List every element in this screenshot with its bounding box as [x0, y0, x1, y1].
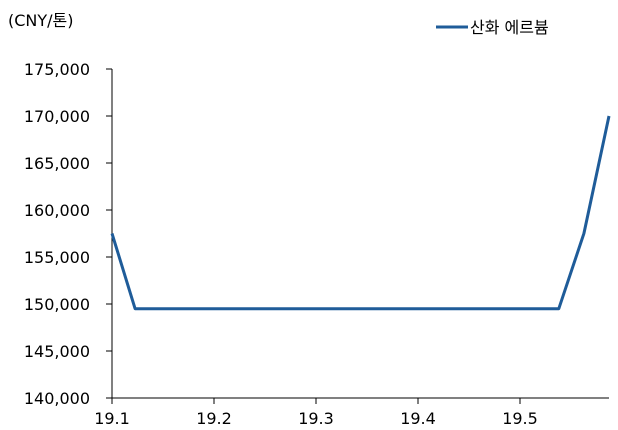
- legend-label: 산화 에르븀: [470, 18, 549, 37]
- y-tick-label: 160,000: [24, 201, 90, 220]
- y-tick-label: 155,000: [24, 248, 90, 267]
- plot-area: [110, 115, 611, 311]
- y-tick-label: 145,000: [24, 342, 90, 361]
- y-tick-label: 165,000: [24, 154, 90, 173]
- x-tick-label: 19.5: [502, 409, 538, 428]
- y-axis: 140,000 145,000 150,000 155,000 160,000 165,0…: [24, 60, 113, 408]
- x-tick-label: 19.4: [400, 409, 436, 428]
- x-tick-label: 19.3: [298, 409, 334, 428]
- y-tick-label: 170,000: [24, 107, 90, 126]
- x-axis: 19.1 19.2 19.3 19.4 19.5: [94, 397, 609, 428]
- legend: 산화 에르븀: [436, 18, 549, 37]
- y-unit-label: (CNY/톤): [8, 11, 74, 30]
- y-tick-label: 150,000: [24, 295, 90, 314]
- y-tick-label: 140,000: [24, 389, 90, 408]
- x-tick-label: 19.2: [196, 409, 232, 428]
- series-line: [110, 115, 611, 311]
- y-tick-label: 175,000: [24, 60, 90, 79]
- x-tick-label: 19.1: [94, 409, 130, 428]
